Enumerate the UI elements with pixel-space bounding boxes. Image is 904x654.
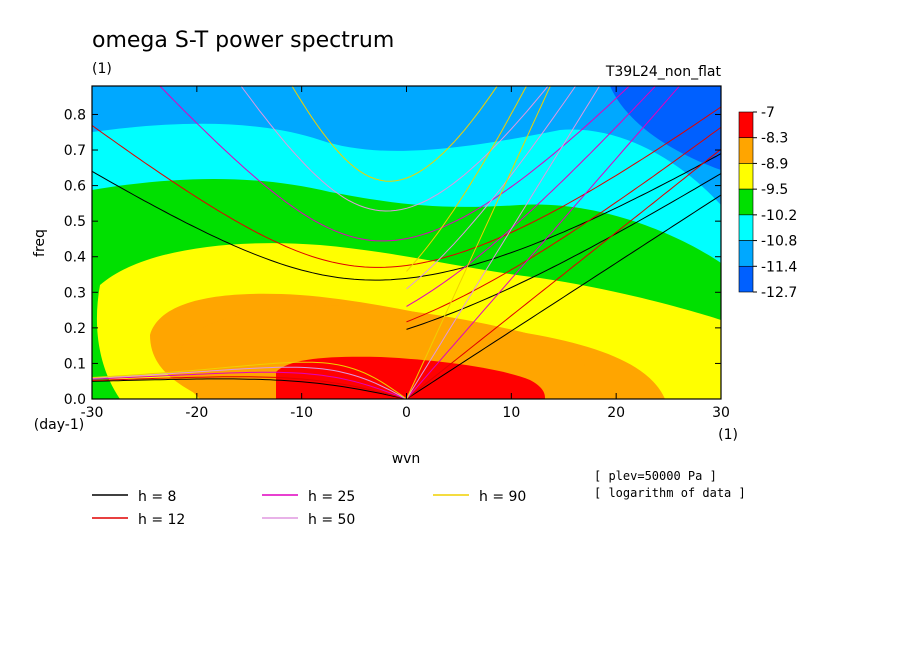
dispersion-curve-h25 — [92, 86, 681, 399]
chart-run-name: T39L24_non_flat — [605, 64, 722, 80]
colorbar-label: -7 — [761, 105, 775, 121]
kelvin-wave — [406, 194, 721, 399]
mixed-rossby-gravity-wave — [406, 86, 528, 272]
y-tick-label: 0.6 — [64, 179, 86, 195]
kelvin-wave — [406, 86, 551, 399]
colorbar-swatch — [738, 240, 754, 267]
colorbar-label: -8.3 — [761, 131, 788, 147]
rossby-wave — [92, 361, 407, 399]
mixed-rossby-gravity-wave — [406, 86, 657, 307]
kelvin-wave — [406, 148, 721, 399]
colorbar-label: -10.8 — [761, 234, 797, 250]
mixed-rossby-gravity-wave — [406, 173, 721, 330]
colorbar: -7 -8.3 -8.9 -9.5 -10.2 -10.8 -11.4 -12.7 — [738, 105, 797, 301]
dispersion-curve-h8 — [92, 153, 721, 399]
colorbar-swatch — [738, 111, 754, 139]
chart-title: omega S-T power spectrum — [92, 28, 394, 53]
x-tick-label: 30 — [712, 405, 730, 421]
y-tick-label: 0.5 — [64, 214, 86, 230]
mixed-rossby-gravity-wave — [406, 86, 577, 290]
y-axis-label: freq — [32, 229, 48, 257]
y-tick-label: 0.4 — [64, 250, 86, 266]
inertia-gravity-wave — [291, 86, 498, 182]
mixed-rossby-gravity-wave — [406, 126, 721, 323]
rossby-wave — [92, 366, 407, 399]
dispersion-curve-h90 — [92, 86, 551, 399]
colorbar-swatch — [738, 137, 754, 164]
y-tick-label: 0.2 — [64, 321, 86, 337]
x-tick-label: 10 — [502, 405, 520, 421]
inertia-gravity-wave — [240, 86, 549, 212]
x-tick-label: 20 — [607, 405, 625, 421]
inertia-gravity-wave — [92, 106, 721, 268]
colorbar-swatch — [738, 163, 754, 190]
rossby-wave — [92, 376, 407, 399]
dispersion-curve-h50 — [92, 86, 601, 399]
note-pressure-level: [ plev=50000 Pa ] — [594, 469, 717, 483]
legend-label: h = 90 — [479, 489, 526, 505]
rossby-wave — [92, 371, 407, 399]
legend-item-h50: h = 50 — [262, 512, 355, 528]
legend-item-h25: h = 25 — [262, 489, 355, 505]
x-axis-label: wvn — [392, 451, 421, 467]
kelvin-wave — [406, 86, 601, 399]
colorbar-label: -12.7 — [761, 285, 797, 301]
legend-item-h12: h = 12 — [92, 512, 185, 528]
y-tick-label: 0.7 — [64, 143, 86, 159]
note-log-data: [ logarithm of data ] — [594, 486, 746, 500]
x-tick-label: -30 — [81, 405, 104, 421]
colorbar-swatch — [738, 265, 754, 293]
y-tick-label: 0.0 — [64, 392, 86, 408]
x-axis-unit: (1) — [718, 427, 738, 443]
y-tick-label: 0.3 — [64, 285, 86, 301]
inertia-gravity-wave — [159, 86, 630, 242]
colorbar-swatch — [738, 188, 754, 216]
contour-band — [92, 330, 110, 399]
y-tick-label: 0.1 — [64, 356, 86, 372]
colorbar-label: -9.5 — [761, 182, 788, 198]
legend-item-h90: h = 90 — [433, 489, 526, 505]
x-tick-label: 0 — [402, 405, 411, 421]
colorbar-label: -10.2 — [761, 208, 797, 224]
kelvin-wave — [406, 86, 681, 399]
legend: h = 8 h = 12 h = 25 h = 50 h = 90 — [92, 489, 526, 528]
x-axis: -30 -20 -10 0 10 20 30 — [81, 86, 730, 421]
contour-band — [276, 356, 545, 399]
inertia-gravity-wave — [92, 153, 721, 281]
legend-label: h = 8 — [138, 489, 176, 505]
legend-label: h = 12 — [138, 512, 185, 528]
contour-fill — [92, 86, 721, 399]
legend-label: h = 50 — [308, 512, 355, 528]
x-tick-label: -20 — [185, 405, 208, 421]
dispersion-curve-h12 — [92, 106, 721, 399]
rossby-wave — [92, 378, 407, 399]
y-axis-unit: (day-1) — [34, 417, 84, 433]
legend-label: h = 25 — [308, 489, 355, 505]
dispersion-curves — [92, 86, 721, 399]
colorbar-label: -8.9 — [761, 156, 788, 172]
x-tick-label: -10 — [290, 405, 313, 421]
y-tick-label: 0.8 — [64, 107, 86, 123]
legend-item-h8: h = 8 — [92, 489, 176, 505]
colorbar-label: -11.4 — [761, 259, 797, 275]
colorbar-swatch — [738, 214, 754, 241]
y-axis: 0.0 0.1 0.2 0.3 0.4 0.5 0.6 0.7 0.8 — [64, 107, 721, 408]
chart-subtitle-unit: (1) — [92, 61, 112, 77]
